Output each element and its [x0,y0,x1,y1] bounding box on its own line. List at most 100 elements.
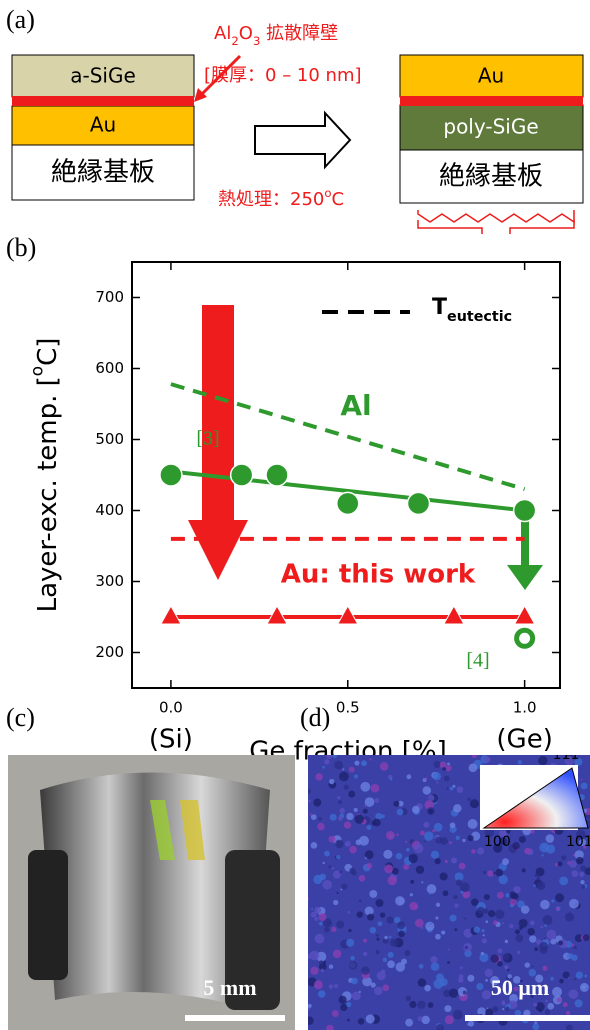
annotation: [4] [466,650,489,672]
grain [308,788,311,794]
layer [399,149,584,204]
layer-label: a-SiGe [70,64,136,88]
grain [480,951,485,956]
grain [336,920,345,929]
grain [310,841,318,849]
grain [424,984,431,992]
grain [447,960,450,964]
grain [467,834,474,842]
grain [329,778,335,785]
grain [562,971,570,979]
grain [534,947,539,952]
plot-frame [131,261,561,689]
grain [379,912,386,918]
grain [414,918,424,928]
grain [396,808,404,816]
grain [342,768,345,771]
grain [575,829,586,840]
grain [516,950,521,955]
grain [314,917,319,921]
grain [449,822,456,829]
grain [504,965,509,970]
grain [326,1024,334,1030]
grain [425,777,428,780]
grain [347,911,351,914]
grain [453,804,462,813]
grain [444,1005,452,1013]
grain [487,909,496,918]
grain [550,976,554,981]
grain [443,775,450,782]
grain [417,978,427,987]
grain [385,830,395,840]
text-part: eutectic [447,309,512,325]
data-point [159,463,183,487]
annotation: Al [340,389,371,422]
grain [492,1006,499,1013]
grain [574,934,583,943]
grain [351,991,361,1001]
grain [545,834,555,843]
grain [328,835,336,843]
x-tick-label: 0.5 [336,699,360,717]
grain [375,812,383,820]
grain [443,989,451,998]
grain [340,888,343,891]
grain [355,839,362,846]
grain [505,1006,510,1012]
text-part: O [239,23,253,44]
grain [387,960,395,969]
grain [449,914,457,922]
grain [542,915,553,926]
grain [324,850,330,857]
grain [313,798,322,807]
grain [397,921,406,930]
grain [505,828,511,834]
grain [502,858,509,866]
shift-arrow [188,305,248,580]
grain [534,874,537,877]
grain [464,917,467,920]
grain [377,921,383,927]
ipf-label: 100 [484,834,511,850]
grain [343,784,349,790]
grain [384,864,394,874]
scale-label: 5 mm [203,975,256,1000]
grain [327,920,332,925]
grain [313,980,323,990]
grain [340,1003,348,1012]
grain [571,870,579,878]
grain [433,760,441,769]
annotation: (Ge) [496,725,552,755]
grain [574,850,584,860]
grain [527,927,535,936]
grain [393,800,400,807]
grain [432,771,442,781]
grain [462,890,471,899]
grain [518,835,526,843]
grain [499,837,508,846]
grain [462,838,466,843]
grain [481,938,487,944]
grain [375,933,379,937]
text-part: Layer-exc. temp. [ [33,376,63,612]
grain [356,911,364,918]
grain [369,889,378,898]
grain [456,786,464,793]
grain [432,829,436,833]
barrier-layer [12,96,194,106]
grain [444,859,448,864]
grain [529,935,537,943]
grain [538,755,548,766]
grain [430,962,440,971]
process-arrow [254,110,352,170]
text-part: o [27,366,47,376]
text-part: C] [33,338,63,366]
ebsd-texture [308,755,590,1030]
grain [406,774,412,780]
grain [409,1000,417,1008]
grain [533,1002,538,1007]
grain [446,769,449,772]
grain [318,816,322,821]
